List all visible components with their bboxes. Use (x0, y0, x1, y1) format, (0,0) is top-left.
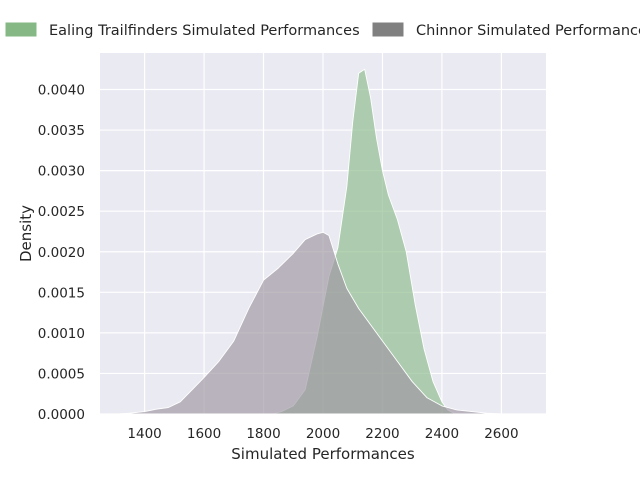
y-tick-label: 0.0025 (38, 204, 85, 220)
y-tick-label: 0.0010 (38, 326, 85, 342)
y-tick-label: 0.0000 (38, 407, 85, 423)
x-tick-label: 2000 (306, 426, 340, 442)
y-tick-label: 0.0035 (38, 123, 85, 139)
y-tick-label: 0.0020 (38, 245, 85, 261)
y-axis-ticks: 0.0000 0.0005 0.0010 0.0015 0.0020 0.0025 0.00… (38, 83, 85, 423)
x-tick-label: 1800 (246, 426, 280, 442)
x-axis-ticks: 1400 1600 1800 2000 2200 2400 2600 (127, 426, 518, 442)
legend-swatch-chinnor (372, 22, 404, 37)
y-tick-label: 0.0040 (38, 83, 85, 99)
x-tick-label: 2400 (425, 426, 459, 442)
legend-label-chinnor: Chinnor Simulated Performances (416, 23, 640, 39)
y-tick-label: 0.0030 (38, 164, 85, 180)
y-axis-label: Density (17, 205, 35, 262)
x-tick-label: 2200 (365, 426, 399, 442)
density-area-chinnor (117, 231, 544, 415)
x-tick-label: 1400 (127, 426, 161, 442)
legend: Ealing Trailfinders Simulated Performanc… (5, 22, 640, 39)
x-tick-label: 2600 (484, 426, 518, 442)
legend-label-ealing: Ealing Trailfinders Simulated Performanc… (49, 23, 360, 39)
density-areas (117, 68, 544, 415)
x-tick-label: 1600 (187, 426, 221, 442)
x-axis-label: Simulated Performances (231, 445, 415, 463)
y-tick-label: 0.0015 (38, 285, 85, 301)
legend-swatch-ealing (5, 22, 37, 37)
y-tick-label: 0.0005 (38, 366, 85, 382)
